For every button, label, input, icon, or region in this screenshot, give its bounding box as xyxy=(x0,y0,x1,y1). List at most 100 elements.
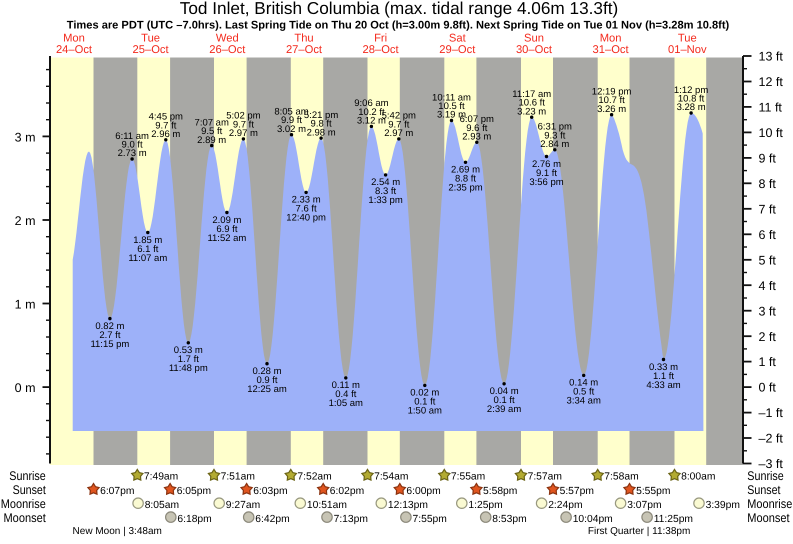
svg-text:Sunset: Sunset xyxy=(13,483,47,497)
svg-text:11:25pm: 11:25pm xyxy=(654,514,693,525)
svg-text:2.33 m: 2.33 m xyxy=(292,195,321,206)
svg-text:6 ft: 6 ft xyxy=(759,228,777,242)
svg-text:Fri: Fri xyxy=(374,32,387,44)
svg-text:7:49am: 7:49am xyxy=(144,472,178,483)
svg-text:0.9 ft: 0.9 ft xyxy=(256,375,277,386)
svg-text:7:54am: 7:54am xyxy=(374,472,408,483)
svg-text:0.1 ft: 0.1 ft xyxy=(414,397,435,408)
svg-text:3.12 m: 3.12 m xyxy=(357,116,386,127)
svg-text:29–Oct: 29–Oct xyxy=(439,44,476,56)
svg-text:7:55pm: 7:55pm xyxy=(413,514,447,525)
svg-text:10:11 am: 10:11 am xyxy=(432,92,471,103)
svg-text:10.7 ft: 10.7 ft xyxy=(598,95,625,106)
svg-text:12:25 am: 12:25 am xyxy=(247,384,287,395)
svg-text:Thu: Thu xyxy=(294,32,313,44)
svg-text:1 ft: 1 ft xyxy=(759,355,777,369)
svg-text:9.9 ft: 9.9 ft xyxy=(281,115,302,126)
svg-text:9:27am: 9:27am xyxy=(226,500,260,511)
svg-text:6.1 ft: 6.1 ft xyxy=(137,244,158,255)
svg-text:7:51am: 7:51am xyxy=(221,472,255,483)
svg-text:8.8 ft: 8.8 ft xyxy=(455,174,476,185)
svg-text:0.28 m: 0.28 m xyxy=(252,366,281,377)
svg-text:11:52 am: 11:52 am xyxy=(207,233,246,244)
svg-text:0.1 ft: 0.1 ft xyxy=(494,395,515,406)
svg-text:1.85 m: 1.85 m xyxy=(133,235,162,246)
svg-text:25–Oct: 25–Oct xyxy=(133,44,170,56)
svg-text:6:02pm: 6:02pm xyxy=(330,486,364,497)
svg-text:4:33 am: 4:33 am xyxy=(646,380,680,391)
svg-text:1:25pm: 1:25pm xyxy=(468,500,502,511)
svg-text:26–Oct: 26–Oct xyxy=(209,44,246,56)
svg-text:13 ft: 13 ft xyxy=(759,50,784,64)
svg-text:2:35 pm: 2:35 pm xyxy=(448,183,482,194)
svg-text:9:06 am: 9:06 am xyxy=(354,98,388,109)
svg-text:0.5 ft: 0.5 ft xyxy=(573,387,594,398)
svg-text:11:17 am: 11:17 am xyxy=(512,89,551,100)
svg-text:10.6 ft: 10.6 ft xyxy=(518,98,545,109)
svg-text:Sat: Sat xyxy=(449,32,467,44)
svg-text:8:53pm: 8:53pm xyxy=(492,514,526,525)
svg-text:8:00am: 8:00am xyxy=(681,472,715,483)
svg-text:7.6 ft: 7.6 ft xyxy=(296,204,317,215)
svg-text:–3 ft: –3 ft xyxy=(759,457,784,471)
svg-text:7:07 am: 7:07 am xyxy=(195,117,229,128)
svg-text:9.3 ft: 9.3 ft xyxy=(544,130,565,141)
svg-text:6:03pm: 6:03pm xyxy=(253,486,287,497)
svg-text:1:12 pm: 1:12 pm xyxy=(674,85,708,96)
svg-text:Wed: Wed xyxy=(216,32,239,44)
svg-text:Moonset: Moonset xyxy=(4,511,47,525)
svg-text:3:34 am: 3:34 am xyxy=(567,396,601,407)
svg-text:8 ft: 8 ft xyxy=(759,177,777,191)
svg-text:7:57am: 7:57am xyxy=(528,472,562,483)
svg-text:6:31 pm: 6:31 pm xyxy=(538,122,572,133)
svg-text:Sunset: Sunset xyxy=(747,483,781,497)
svg-text:1:50 am: 1:50 am xyxy=(408,406,442,417)
svg-text:10.8 ft: 10.8 ft xyxy=(678,94,705,105)
svg-text:3:56 pm: 3:56 pm xyxy=(529,177,563,188)
svg-text:1.1 ft: 1.1 ft xyxy=(653,371,674,382)
svg-text:6:07pm: 6:07pm xyxy=(100,486,134,497)
svg-text:5:58pm: 5:58pm xyxy=(483,486,517,497)
svg-text:2.98 m: 2.98 m xyxy=(307,127,336,138)
svg-text:9.7 ft: 9.7 ft xyxy=(155,120,176,131)
svg-text:11:48 pm: 11:48 pm xyxy=(169,363,208,374)
svg-text:11:07 am: 11:07 am xyxy=(128,253,167,264)
svg-text:2.89 m: 2.89 m xyxy=(197,135,226,146)
svg-text:3:07pm: 3:07pm xyxy=(627,500,661,511)
svg-text:9.7 ft: 9.7 ft xyxy=(233,119,254,130)
svg-text:7:58am: 7:58am xyxy=(604,472,638,483)
svg-text:5:21 pm: 5:21 pm xyxy=(304,110,338,121)
svg-text:11:15 pm: 11:15 pm xyxy=(90,339,129,350)
svg-text:0 ft: 0 ft xyxy=(759,381,777,395)
svg-text:27–Oct: 27–Oct xyxy=(286,44,323,56)
svg-text:Times are PDT (UTC –7.0hrs). L: Times are PDT (UTC –7.0hrs). Last Spring… xyxy=(67,19,730,31)
svg-text:8:05 am: 8:05 am xyxy=(274,107,308,118)
svg-text:9 ft: 9 ft xyxy=(759,152,777,166)
svg-text:3 ft: 3 ft xyxy=(759,304,777,318)
svg-text:7:52am: 7:52am xyxy=(297,472,331,483)
svg-text:6:07 pm: 6:07 pm xyxy=(460,114,494,125)
svg-text:0.11 m: 0.11 m xyxy=(332,380,360,391)
svg-text:7:13pm: 7:13pm xyxy=(334,514,368,525)
svg-text:24–Oct: 24–Oct xyxy=(56,44,93,56)
svg-text:2.69 m: 2.69 m xyxy=(451,165,480,176)
svg-text:5:02 pm: 5:02 pm xyxy=(226,111,260,122)
svg-text:6.9 ft: 6.9 ft xyxy=(216,224,237,235)
svg-text:Tue: Tue xyxy=(678,32,697,44)
svg-text:2.93 m: 2.93 m xyxy=(462,132,491,143)
svg-text:Sun: Sun xyxy=(524,32,544,44)
svg-text:2.7 ft: 2.7 ft xyxy=(99,330,120,341)
svg-text:Moonrise: Moonrise xyxy=(747,497,792,511)
svg-text:0.04 m: 0.04 m xyxy=(490,386,519,397)
svg-text:12:40 pm: 12:40 pm xyxy=(286,213,326,224)
svg-text:28–Oct: 28–Oct xyxy=(363,44,400,56)
svg-text:4:45 pm: 4:45 pm xyxy=(149,112,183,123)
svg-text:6:11 am: 6:11 am xyxy=(115,131,149,142)
svg-text:0.53 m: 0.53 m xyxy=(174,345,203,356)
svg-text:0.14 m: 0.14 m xyxy=(569,378,598,389)
svg-text:9.7 ft: 9.7 ft xyxy=(388,119,409,130)
svg-text:9.1 ft: 9.1 ft xyxy=(536,168,557,179)
svg-text:2.97 m: 2.97 m xyxy=(229,128,258,139)
svg-text:12:19 pm: 12:19 pm xyxy=(592,87,632,98)
svg-text:0 m: 0 m xyxy=(15,381,36,395)
